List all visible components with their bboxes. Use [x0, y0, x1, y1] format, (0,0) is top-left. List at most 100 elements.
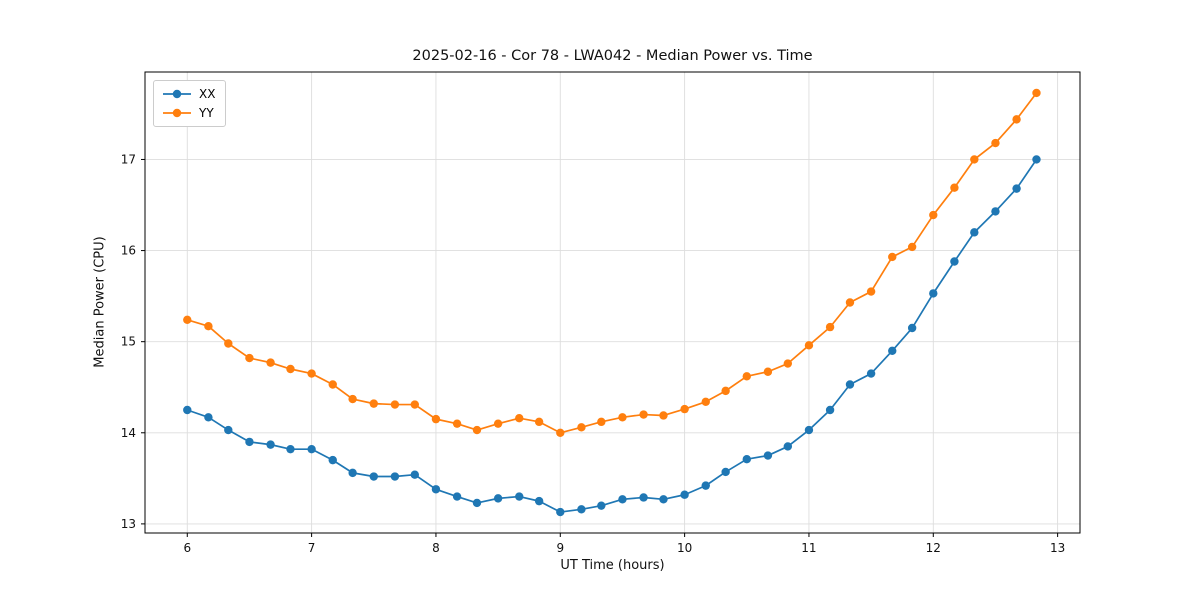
series-marker-YY — [950, 183, 959, 192]
series-marker-YY — [534, 417, 544, 427]
legend-swatch-icon — [163, 108, 191, 118]
x-tick-label: 6 — [183, 541, 191, 555]
series-marker-XX — [825, 405, 835, 415]
series-marker-YY — [742, 372, 751, 381]
legend-swatch-icon — [163, 89, 191, 99]
series-marker-XX — [804, 425, 814, 435]
series-marker-YY — [204, 321, 213, 331]
series-marker-XX — [556, 507, 565, 517]
series-marker-YY — [493, 419, 503, 428]
series-marker-YY — [266, 358, 275, 367]
y-tick-label: 17 — [121, 152, 136, 166]
series-marker-YY — [597, 417, 606, 427]
series-marker-YY — [224, 339, 233, 348]
series-line-YY — [187, 92, 1038, 434]
series-marker-XX — [888, 346, 897, 355]
series-marker-XX — [618, 495, 627, 504]
series-marker-XX — [783, 442, 793, 451]
series-marker-XX — [204, 413, 213, 422]
series-marker-YY — [701, 397, 710, 407]
legend-item-YY: YY — [162, 105, 215, 121]
y-tick-label: 16 — [121, 244, 136, 258]
series-marker-YY — [929, 210, 938, 220]
series-marker-XX — [286, 444, 295, 454]
series-marker-YY — [472, 425, 482, 435]
series-marker-YY — [410, 400, 420, 409]
series-marker-XX — [410, 470, 420, 479]
series-marker-XX — [970, 228, 979, 237]
x-tick-label: 12 — [926, 541, 941, 555]
series-marker-YY — [286, 364, 295, 374]
series-marker-YY — [390, 400, 400, 409]
x-tick-label: 10 — [677, 541, 692, 555]
series-marker-XX — [721, 467, 730, 477]
series-marker-YY — [804, 341, 814, 350]
series-marker-XX — [1032, 155, 1041, 164]
series-marker-XX — [929, 289, 938, 298]
series-marker-XX — [534, 496, 544, 506]
series-marker-XX — [845, 380, 855, 389]
series-marker-XX — [866, 369, 876, 378]
series-marker-YY — [452, 419, 462, 428]
series-marker-XX — [639, 493, 648, 502]
series-marker-XX — [348, 468, 357, 478]
series-marker-XX — [472, 498, 482, 508]
series-marker-XX — [390, 472, 400, 481]
series-marker-YY — [680, 404, 689, 414]
y-axis-label: Median Power (CPU) — [92, 236, 108, 368]
series-marker-YY — [577, 423, 586, 432]
x-axis-label: UT Time (hours) — [560, 558, 665, 573]
legend-marker — [172, 108, 182, 118]
legend-label: YY — [199, 106, 214, 120]
series-marker-YY — [328, 380, 337, 389]
series-marker-XX — [597, 501, 606, 510]
legend: XX YY — [153, 80, 227, 127]
series-marker-XX — [659, 495, 668, 504]
series-marker-YY — [307, 369, 316, 378]
y-tick-label: 13 — [121, 517, 136, 531]
series-marker-XX — [907, 323, 917, 333]
series-marker-YY — [970, 155, 979, 164]
series-marker-YY — [639, 410, 648, 419]
series-marker-YY — [1012, 115, 1021, 124]
series-marker-YY — [721, 386, 730, 396]
series-marker-YY — [991, 138, 1000, 148]
series-marker-YY — [783, 359, 793, 368]
series-marker-XX — [224, 425, 233, 435]
series-marker-XX — [1012, 184, 1021, 193]
series-marker-XX — [266, 440, 275, 449]
series-marker-XX — [515, 492, 524, 501]
series-marker-YY — [515, 414, 524, 423]
series-marker-XX — [431, 485, 441, 494]
series-marker-XX — [680, 490, 689, 499]
series-marker-YY — [369, 399, 378, 408]
series-marker-XX — [452, 492, 462, 501]
series-marker-XX — [328, 455, 337, 465]
series-marker-YY — [348, 394, 357, 404]
series-marker-YY — [556, 428, 565, 437]
legend-marker — [172, 89, 182, 99]
series-marker-XX — [577, 505, 586, 514]
series-marker-YY — [763, 367, 773, 376]
series-marker-XX — [369, 472, 378, 481]
x-tick-label: 11 — [801, 541, 816, 555]
series-marker-XX — [493, 494, 503, 503]
series-marker-YY — [888, 252, 897, 262]
series-marker-XX — [183, 405, 192, 415]
series-marker-YY — [618, 413, 627, 422]
x-tick-label: 7 — [308, 541, 316, 555]
legend-label: XX — [199, 87, 216, 101]
y-tick-label: 14 — [121, 426, 136, 440]
series-marker-XX — [950, 257, 959, 266]
series-marker-XX — [991, 207, 1000, 216]
series-marker-XX — [307, 444, 316, 454]
series-marker-XX — [742, 455, 751, 464]
series-marker-YY — [431, 414, 441, 424]
series-marker-YY — [659, 411, 668, 420]
chart-title: 2025-02-16 - Cor 78 - LWA042 - Median Po… — [412, 48, 813, 64]
series-marker-YY — [907, 242, 917, 252]
series-marker-YY — [845, 298, 855, 307]
x-tick-label: 8 — [432, 541, 440, 555]
